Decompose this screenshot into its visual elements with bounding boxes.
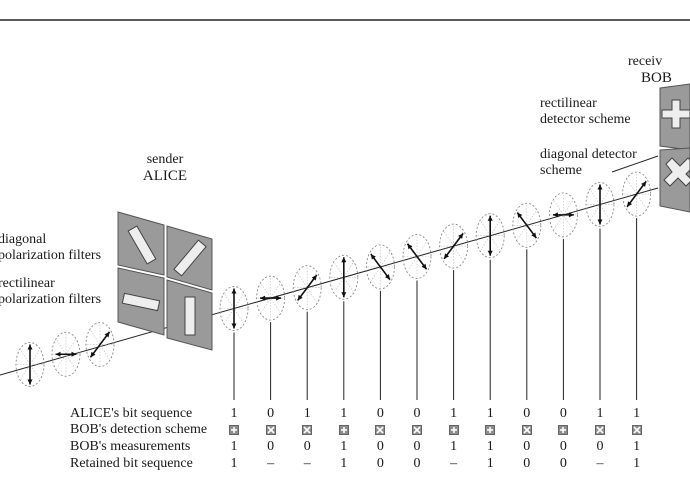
retained-bit: 1 [486, 456, 494, 471]
photon [365, 244, 395, 290]
photon [219, 286, 249, 331]
alice-bit: 1 [340, 406, 348, 421]
bob-measurement: 1 [230, 439, 238, 454]
bob-measurement: 0 [267, 439, 275, 454]
retained-bit: – [450, 456, 458, 471]
retained-bit: – [596, 456, 604, 471]
bob-measurement: 1 [450, 439, 458, 454]
row-label-retained-bits: Retained bit sequence [70, 456, 193, 471]
retained-bit: 0 [559, 456, 567, 471]
rectilinear-detector-label-line1: rectilinear [540, 96, 597, 111]
alice-bit: 0 [523, 406, 531, 421]
incoming-photon [15, 342, 45, 387]
bob-measurement: 1 [633, 439, 641, 454]
retained-bit: – [303, 456, 311, 471]
photon [622, 171, 652, 217]
diagonal-slot-2 [173, 239, 207, 277]
photon-beam [0, 187, 659, 376]
alice-bit: 1 [450, 406, 458, 421]
diagonal-scheme-icon [631, 425, 642, 435]
incoming-photon [85, 322, 115, 368]
photon [256, 275, 286, 321]
alice-bit: 0 [413, 406, 421, 421]
rectilinear-scheme-icon [229, 425, 239, 435]
photon-layer [15, 171, 652, 387]
row-label-bob-schemes: BOB's detection scheme [70, 422, 208, 437]
alice-filter-panel [117, 211, 213, 351]
retained-bit: – [267, 456, 275, 471]
diagonal-filters-label-line1: diagonal [0, 232, 47, 247]
photon [329, 254, 359, 300]
sender-label: sender [146, 152, 184, 167]
bob-measurement: 1 [340, 439, 348, 454]
rectilinear-scheme-icon [485, 425, 496, 435]
bob-label: BOB [641, 70, 672, 86]
diagonal-scheme-icon [521, 425, 532, 435]
diagonal-slot-1 [127, 225, 157, 265]
retained-bit: 0 [376, 456, 384, 471]
bob-measurement: 0 [559, 439, 567, 454]
receiver-label: receiv [628, 54, 663, 69]
bob-measurement: 0 [413, 439, 421, 454]
alice-bit: 1 [596, 406, 604, 421]
bob-measurement: 0 [376, 439, 384, 454]
retained-bit: 1 [230, 456, 238, 471]
rectilinear-scheme-icon [448, 425, 459, 435]
row-label-bob-measurements: BOB's measurements [70, 439, 191, 454]
alice-bit: 1 [230, 406, 238, 421]
diagonal-scheme-icon [595, 425, 605, 435]
photon [475, 213, 505, 259]
photon [402, 234, 432, 279]
bob-measurement: 1 [486, 439, 494, 454]
alice-bit: 0 [267, 406, 275, 421]
drop-lines [233, 218, 638, 400]
rectilinear-scheme-icon [558, 425, 569, 435]
rectilinear-filters-label-line2: polarization filters [0, 292, 102, 307]
rectilinear-detector-label-line2: detector scheme [540, 112, 631, 127]
rectilinear-slot-horizontal [121, 292, 161, 312]
diagonal-scheme-icon [265, 425, 276, 435]
alice-bit: 0 [559, 406, 567, 421]
diagonal-filters-label-line2: polarization filters [0, 248, 102, 263]
diagonal-detector-label-line1: diagonal detector [540, 147, 637, 162]
row-label-alice-bits: ALICE's bit sequence [70, 406, 193, 421]
bob-measurement: 0 [596, 439, 604, 454]
alice-bit: 1 [486, 406, 494, 421]
bob-measurement: 0 [523, 439, 531, 454]
photon [585, 182, 615, 227]
rectilinear-scheme-icon [338, 425, 349, 435]
rectilinear-detector-cross [661, 99, 690, 129]
diagonal-detector-cross [663, 157, 690, 187]
retained-bit: 0 [413, 456, 421, 471]
photon [292, 265, 322, 311]
alice-bit: 1 [303, 406, 311, 421]
rectilinear-slot-vertical [184, 296, 196, 336]
retained-bit: 1 [340, 456, 348, 471]
photon [548, 192, 578, 238]
bob-detector-panel [659, 83, 690, 213]
diagonal-scheme-icon [412, 425, 422, 435]
diagonal-detector-leader [611, 155, 659, 173]
retained-bit: 0 [523, 456, 531, 471]
diagonal-scheme-icon [302, 425, 313, 435]
photon [439, 223, 469, 269]
bob-measurement: 0 [303, 439, 311, 454]
diagonal-detector-label-line2: scheme [540, 163, 582, 178]
alice-label: ALICE [142, 168, 188, 184]
diagonal-scheme-icon [375, 425, 386, 435]
alice-bit: 1 [633, 406, 641, 421]
photon [512, 202, 542, 248]
incoming-photon [51, 331, 81, 377]
retained-bit: 1 [633, 456, 641, 471]
rectilinear-filters-label-line1: rectilinear [0, 276, 55, 291]
alice-bit: 0 [376, 406, 384, 421]
